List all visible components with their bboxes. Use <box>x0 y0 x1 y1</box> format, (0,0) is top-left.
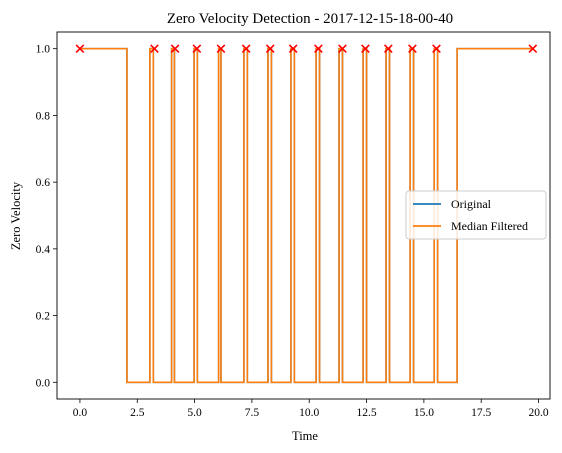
detection-marker <box>192 44 202 54</box>
detection-marker <box>150 44 159 54</box>
chart-title: Zero Velocity Detection - 2017-12-15-18-… <box>167 11 453 27</box>
y-tick-label: 0.6 <box>36 177 51 189</box>
marker-stroke <box>241 44 251 54</box>
marker-stroke <box>192 44 202 54</box>
detection-marker <box>528 44 538 54</box>
marker-stroke <box>75 44 85 54</box>
marker-stroke <box>432 44 441 54</box>
y-tick-label: 1.0 <box>36 44 51 56</box>
marker-stroke <box>408 44 417 54</box>
y-axis-label: Zero Velocity <box>9 181 23 250</box>
legend-label-original: Original <box>451 197 492 211</box>
legend: Original Median Filtered <box>405 190 547 240</box>
detection-marker <box>338 44 347 54</box>
marker-stroke <box>338 44 347 54</box>
marker-stroke <box>314 44 323 54</box>
detection-marker <box>216 44 226 54</box>
x-tick-label: 17.5 <box>471 407 491 419</box>
x-tick-label: 2.5 <box>130 407 145 419</box>
legend-box <box>405 190 547 240</box>
marker-stroke <box>170 44 180 54</box>
x-tick-label: 0.0 <box>73 407 88 419</box>
detection-marker <box>265 44 275 54</box>
detection-marker <box>170 44 180 54</box>
detection-marker <box>383 44 393 54</box>
detection-marker <box>75 44 85 54</box>
marker-stroke <box>265 44 275 54</box>
x-tick-label: 5.0 <box>187 407 202 419</box>
detection-marker <box>432 44 441 54</box>
detection-marker <box>288 44 298 54</box>
x-axis-label: Time <box>292 429 318 443</box>
detection-marker <box>361 44 370 54</box>
detection-marker <box>314 44 323 54</box>
x-tick-label: 7.5 <box>245 407 260 419</box>
marker-stroke <box>150 44 159 54</box>
legend-label-median-filtered: Median Filtered <box>451 219 528 233</box>
y-tick-label: 0.4 <box>36 244 51 256</box>
detection-marker <box>241 44 251 54</box>
y-axis: 0.0 0.2 0.4 0.6 0.8 1.0 <box>36 44 57 389</box>
x-tick-label: 12.5 <box>356 407 376 419</box>
y-tick-label: 0.8 <box>36 110 51 122</box>
x-axis: 0.0 2.5 5.0 7.5 10.0 12.5 15.0 17.5 20.0 <box>73 399 549 419</box>
marker-stroke <box>383 44 393 54</box>
axes-frame <box>56 31 551 400</box>
marker-stroke <box>528 44 538 54</box>
detection-marker <box>408 44 417 54</box>
marker-stroke <box>361 44 370 54</box>
marker-stroke <box>216 44 226 54</box>
y-tick-label: 0.0 <box>36 377 51 389</box>
y-tick-label: 0.2 <box>36 311 51 323</box>
x-tick-label: 10.0 <box>299 407 319 419</box>
x-tick-label: 15.0 <box>414 407 434 419</box>
marker-stroke <box>288 44 298 54</box>
x-tick-label: 20.0 <box>528 407 548 419</box>
marker-layer <box>75 44 538 54</box>
